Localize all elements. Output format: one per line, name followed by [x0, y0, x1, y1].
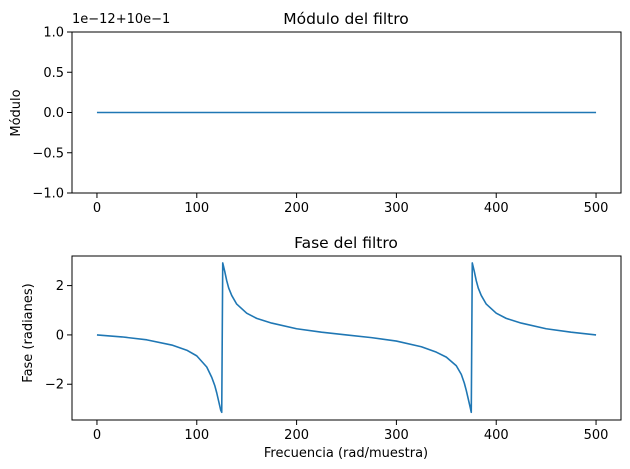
y-tick-label: 2 — [56, 279, 64, 294]
y-tick-label: −1.0 — [32, 187, 64, 202]
subplot-modulo: Módulo del filtro 1e−12+10e−1 Módulo 0 10… — [9, 10, 622, 217]
x-tick-label: 500 — [584, 201, 609, 216]
x-tick-label: 0 — [93, 201, 101, 216]
y-tick-label: 0.5 — [43, 66, 64, 81]
x-tick-label: 400 — [484, 428, 509, 443]
subplot-fase: Fase del filtro Fase (radianes) Frecuenc… — [21, 234, 622, 461]
series-line — [96, 262, 597, 414]
x-tick-label: 500 — [584, 428, 609, 443]
x-tick-label: 200 — [284, 428, 309, 443]
y-tick-label: 0.0 — [43, 106, 64, 121]
x-tick-label: 0 — [93, 428, 101, 443]
plot-frame — [71, 255, 622, 421]
series-layer — [96, 262, 597, 414]
x-tick-label: 200 — [284, 201, 309, 216]
y-axis-label: Módulo — [9, 89, 24, 136]
tick-layer: 0 100 200 300 400 500 −2 0 2 — [45, 279, 609, 443]
x-axis-label: Frecuencia (rad/muestra) — [264, 446, 428, 461]
y-tick-label: 1.0 — [43, 26, 64, 41]
x-tick-label: 100 — [184, 201, 209, 216]
y-tick-label: −2 — [45, 378, 64, 393]
tick-layer: 0 100 200 300 400 500 −1.0 −0.5 0.0 0.5 1.0 — [32, 26, 608, 217]
chart-title: Módulo del filtro — [283, 10, 409, 28]
offset-label: 1e−12+10e−1 — [72, 12, 170, 27]
y-tick-label: 0 — [56, 328, 64, 343]
x-tick-label: 300 — [384, 428, 409, 443]
x-tick-label: 400 — [484, 201, 509, 216]
chart-title: Fase del filtro — [294, 234, 398, 252]
y-axis-label: Fase (radianes) — [21, 283, 36, 382]
y-tick-label: −0.5 — [32, 146, 64, 161]
x-tick-label: 300 — [384, 201, 409, 216]
x-tick-label: 100 — [184, 428, 209, 443]
plot-frame — [71, 31, 622, 194]
